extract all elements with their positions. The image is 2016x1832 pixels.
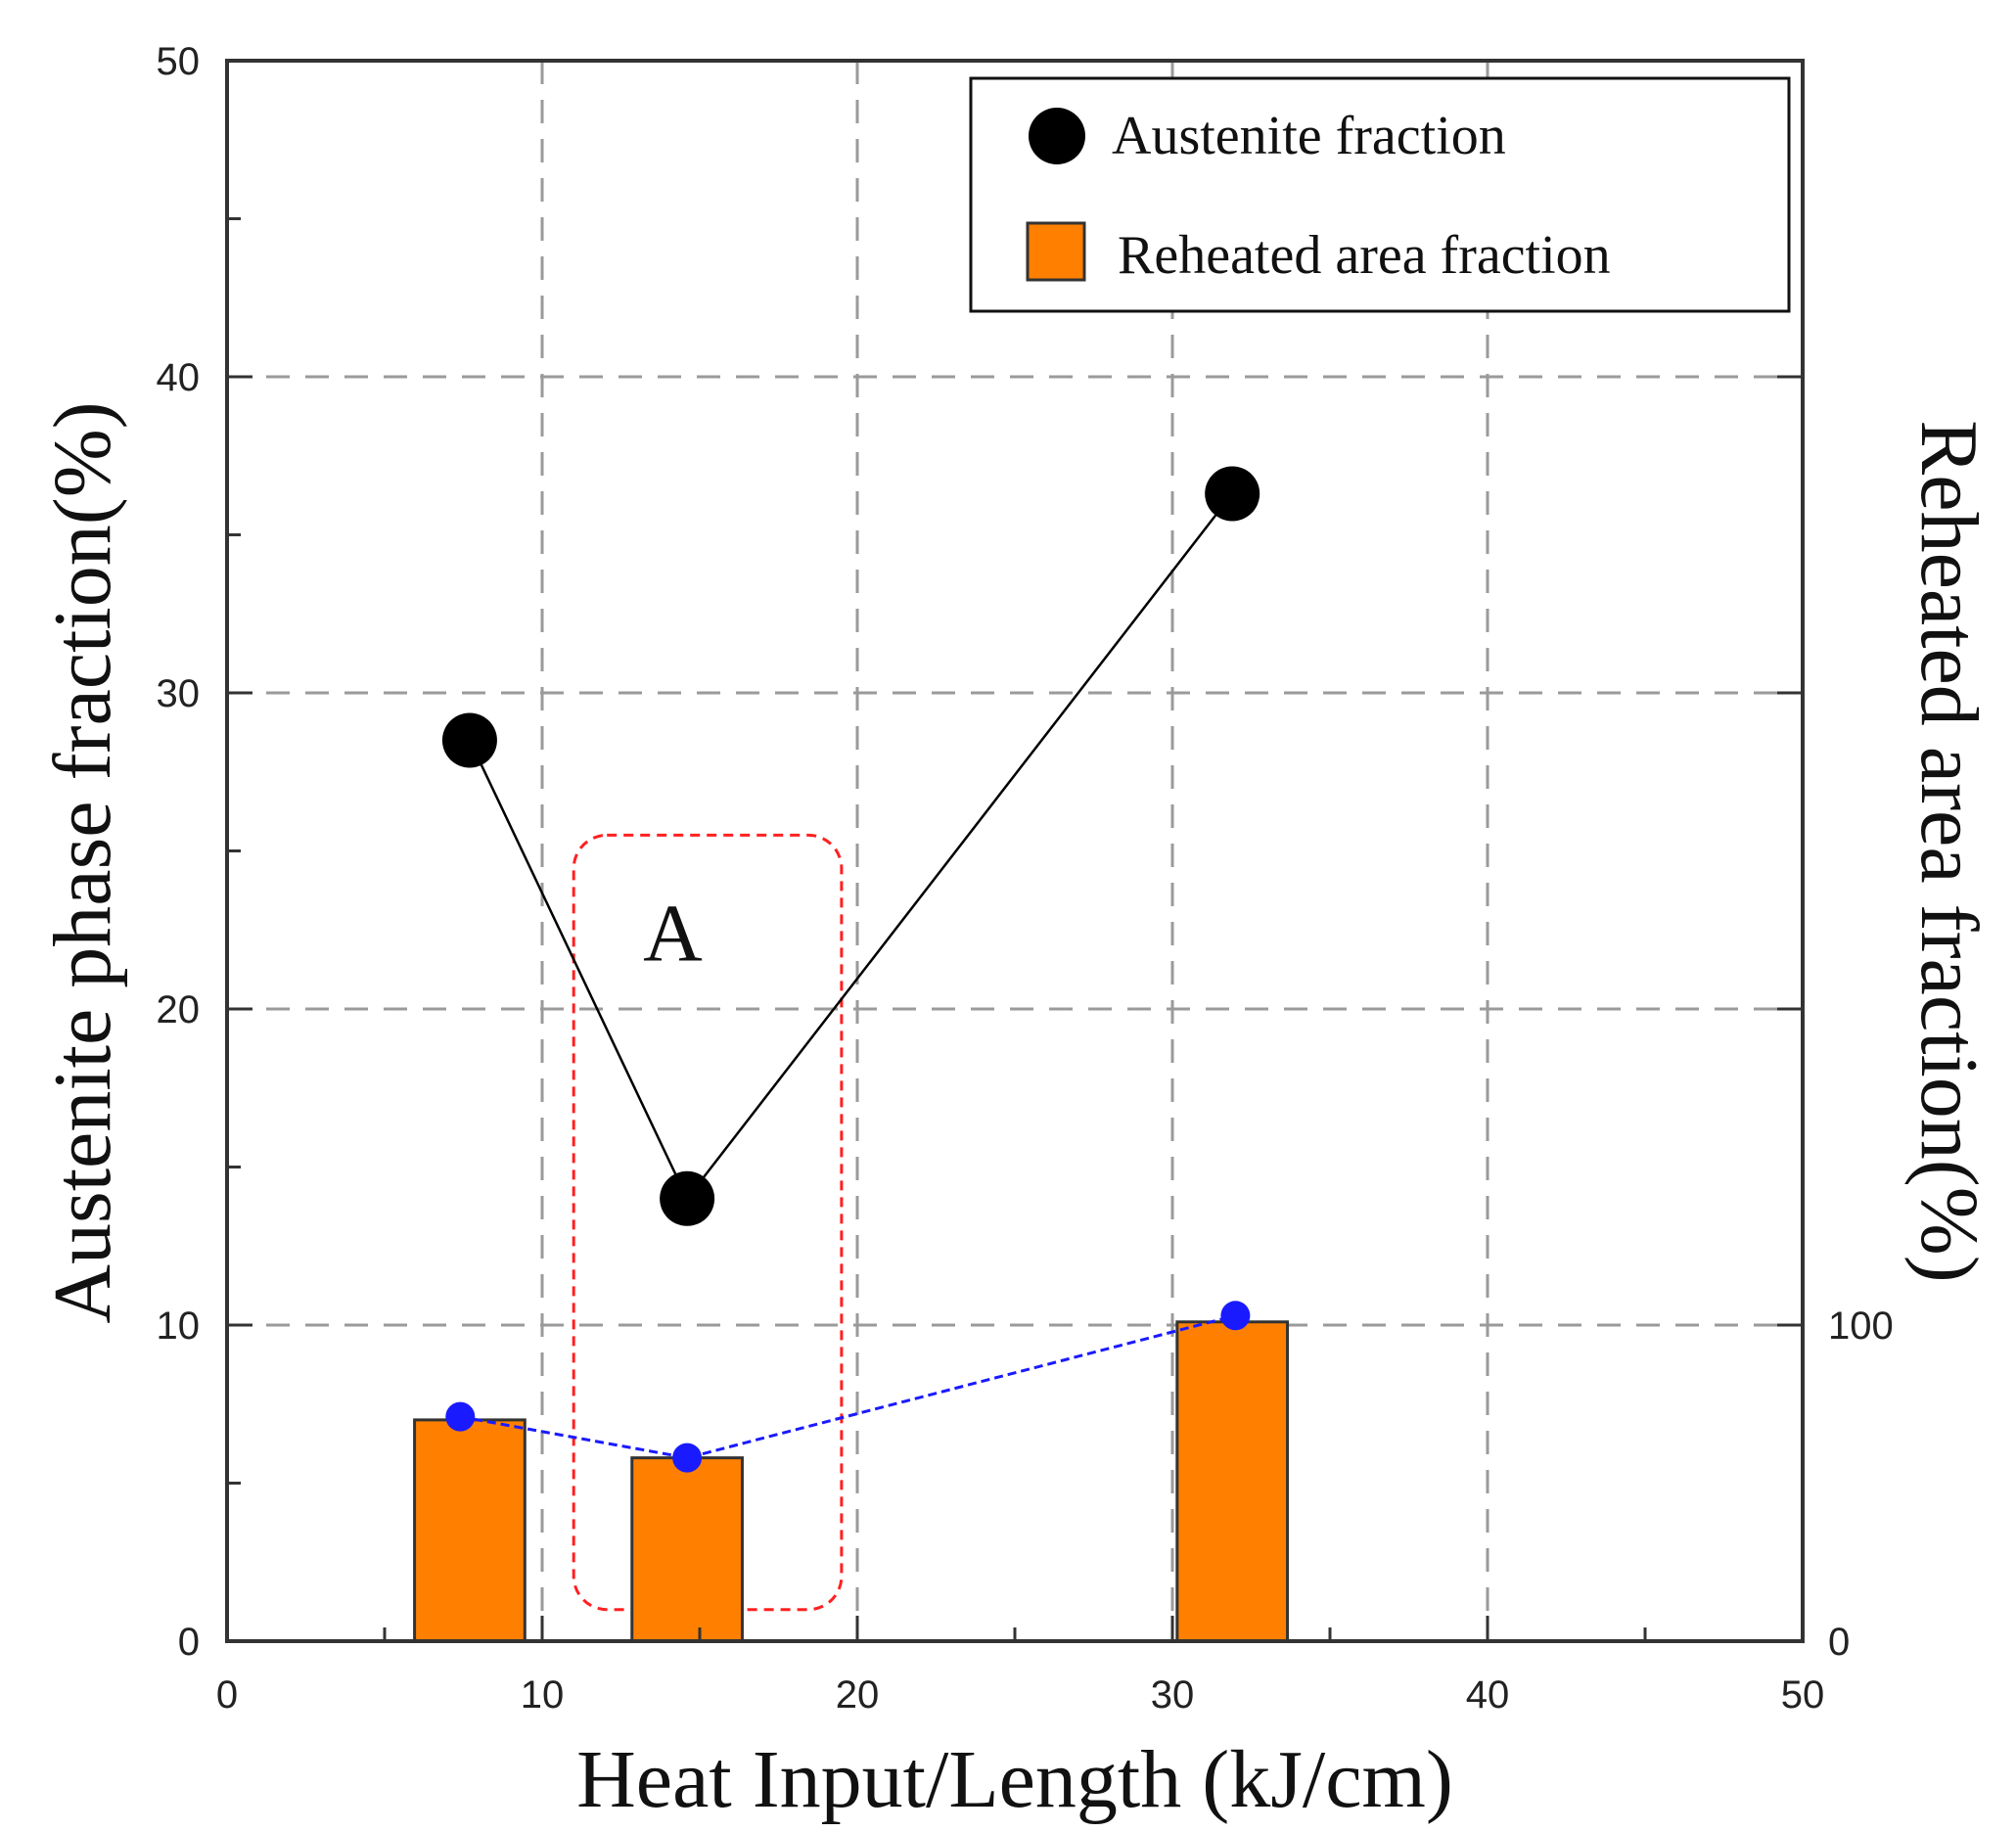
reheated-trend-point	[445, 1401, 476, 1432]
x-tick-label: 20	[836, 1673, 880, 1717]
x-axis-title: Heat Input/Length (kJ/cm)	[576, 1734, 1453, 1825]
reheated-trend-point	[672, 1443, 703, 1473]
y-tick-label: 40	[157, 356, 201, 399]
y-tick-label: 0	[178, 1621, 200, 1664]
legend-label-reheated: Reheated area fraction	[1118, 225, 1611, 286]
legend-marker-reheated	[1026, 221, 1086, 282]
legend: Austenite fraction Reheated area fractio…	[969, 76, 1791, 313]
austenite-point	[1205, 466, 1260, 522]
reheated-trend-line	[460, 1313, 1236, 1460]
annotations: A	[572, 833, 844, 1612]
annotation-box	[572, 833, 844, 1612]
y-right-axis-title: Reheated area fraction(%)	[1903, 420, 1994, 1282]
x-tick-label: 0	[216, 1673, 238, 1717]
x-tick-label: 40	[1466, 1673, 1510, 1717]
reheated-trend-point	[1220, 1301, 1251, 1331]
y-right-tick-label: 0	[1828, 1621, 1850, 1664]
legend-label-austenite: Austenite fraction	[1112, 106, 1506, 166]
ticks	[225, 59, 1805, 1643]
legend-marker-austenite	[1029, 108, 1085, 164]
y-tick-label: 30	[157, 672, 201, 715]
annotation-label: A	[643, 888, 703, 979]
x-tick-label: 30	[1151, 1673, 1195, 1717]
bar-reheated	[1175, 1320, 1290, 1643]
lines	[441, 466, 1260, 1473]
y-tick-label: 50	[157, 40, 201, 83]
y-right-tick-label: 100	[1828, 1305, 1894, 1348]
x-tick-label: 50	[1781, 1673, 1825, 1717]
grid	[227, 61, 1803, 1641]
y-tick-label: 20	[157, 988, 201, 1031]
austenite-point	[441, 712, 497, 768]
x-tick-label: 10	[521, 1673, 565, 1717]
y-tick-label: 10	[157, 1305, 201, 1348]
legend-box	[969, 76, 1791, 313]
y-axis-title: Austenite phase fraction(%)	[37, 401, 128, 1323]
bars	[413, 1320, 1290, 1643]
austenite-point	[660, 1170, 715, 1226]
bar-reheated	[630, 1456, 744, 1643]
bar-reheated	[413, 1418, 527, 1643]
